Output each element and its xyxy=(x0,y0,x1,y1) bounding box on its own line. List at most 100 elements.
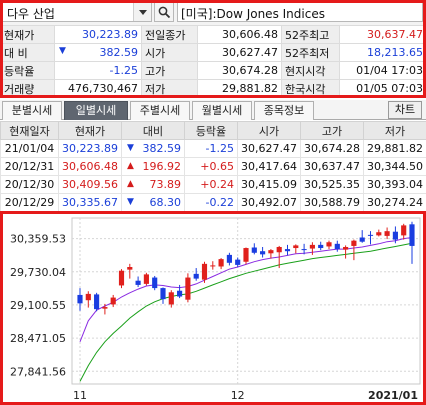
plot-area xyxy=(71,217,421,385)
candle-body xyxy=(193,273,199,279)
candle-body xyxy=(160,288,166,300)
quote-label: 전일종가 xyxy=(141,25,198,44)
candle-body xyxy=(409,224,415,246)
local-time: 01/04 17:03 xyxy=(339,61,426,80)
high-cell: 30,674.28 xyxy=(300,139,364,158)
chart-canvas: 30,359.53 29,730.04 29,100.55 28,471.05 27,8… xyxy=(10,217,421,402)
quote-row: 대 비 ▼ 382.59 시가 30,627.47 52주최저 18,213.6… xyxy=(0,43,426,62)
change-cell: ▼ 68.30 xyxy=(121,193,185,212)
candle-body xyxy=(77,294,83,304)
date-cell: 20/12/29 xyxy=(0,193,59,212)
candle-body xyxy=(135,280,141,285)
candle-body xyxy=(102,307,108,309)
tab-daily[interactable]: 일별시세 xyxy=(64,101,128,120)
column-header[interactable]: 시가 xyxy=(237,121,301,140)
search-button[interactable] xyxy=(154,2,174,22)
date-cell: 20/12/30 xyxy=(0,175,59,194)
table-header: 현재일자 현재가 대비 등락율 시가 고가 저가 xyxy=(0,121,426,140)
open-cell: 30,492.07 xyxy=(237,193,301,212)
quote-label: 등락율 xyxy=(0,61,55,80)
candle-body xyxy=(384,231,390,236)
tab-info[interactable]: 종목정보 xyxy=(254,101,314,120)
column-header[interactable]: 저가 xyxy=(363,121,426,140)
table-row[interactable]: 21/01/04 30,223.89 ▼ 382.59 -1.25 30,627.… xyxy=(0,139,426,158)
column-header[interactable]: 고가 xyxy=(300,121,364,140)
candle-body xyxy=(177,290,183,297)
moving-average-long xyxy=(79,242,413,382)
quote-row: 거래량 476,730,467 저가 29,881.82 한국시각 01/05 … xyxy=(0,79,426,98)
candle-body xyxy=(401,225,407,236)
chart-button[interactable]: 차트 xyxy=(388,101,422,119)
tab-minute[interactable]: 분별시세 xyxy=(2,101,62,120)
low-cell: 29,881.82 xyxy=(363,139,426,158)
candle-body xyxy=(94,294,100,310)
open-cell: 30,415.09 xyxy=(237,175,301,194)
y-tick-label: 30,359.53 xyxy=(10,233,66,246)
rate-cell: +0.65 xyxy=(184,157,238,176)
tab-weekly[interactable]: 주별시세 xyxy=(130,101,190,120)
low-price: 29,881.82 xyxy=(197,79,282,98)
quote-label: 52주최고 xyxy=(281,25,340,44)
change-cell: ▼ 382.59 xyxy=(121,139,185,158)
change-rate: -1.25 xyxy=(54,61,142,80)
candle-body xyxy=(326,242,332,247)
quote-row: 등락율 -1.25 고가 30,674.28 현지시각 01/04 17:03 xyxy=(0,61,426,80)
tab-monthly[interactable]: 월별시세 xyxy=(192,101,252,120)
current-price: 30,223.89 xyxy=(54,25,142,44)
candle-body xyxy=(351,240,357,246)
candle-body xyxy=(110,297,116,305)
candle-body xyxy=(185,277,191,300)
symbol-name-field[interactable]: [미국]:Dow Jones Indices xyxy=(177,2,423,22)
search-icon xyxy=(158,6,171,19)
candlestick-chart[interactable]: 30,359.53 29,730.04 29,100.55 28,471.05 27,8… xyxy=(0,212,426,405)
table-row[interactable]: 20/12/30 30,409.56 ▲ 73.89 +0.24 30,415.0… xyxy=(0,175,426,194)
change-amount: 382.59 xyxy=(142,142,182,155)
candle-body xyxy=(243,248,249,262)
candle-body xyxy=(301,249,307,251)
candle-body xyxy=(392,231,398,240)
candle-body xyxy=(127,267,133,270)
price-cell: 30,335.67 xyxy=(58,193,122,212)
y-tick-label: 29,730.04 xyxy=(10,266,66,279)
column-header[interactable]: 현재가 xyxy=(58,121,122,140)
change-amount: 196.92 xyxy=(142,160,182,173)
prev-close: 30,606.48 xyxy=(197,25,282,44)
table-row[interactable]: 20/12/29 30,335.67 ▼ 68.30 -0.22 30,492.0… xyxy=(0,193,426,212)
change-cell: ▲ 73.89 xyxy=(121,175,185,194)
column-header[interactable]: 현재일자 xyxy=(0,121,59,140)
quote-label: 대 비 xyxy=(0,43,55,62)
chevron-down-icon[interactable] xyxy=(133,3,151,21)
quote-label: 시가 xyxy=(141,43,198,62)
change-amount: 68.30 xyxy=(149,196,182,209)
table-row[interactable]: 20/12/31 30,606.48 ▲ 196.92 +0.65 30,417.… xyxy=(0,157,426,176)
quote-label: 거래량 xyxy=(0,79,55,98)
quote-label: 현지시각 xyxy=(281,61,340,80)
symbol-name: [미국]:Dow Jones Indices xyxy=(181,7,325,21)
high-price: 30,674.28 xyxy=(197,61,282,80)
candle-body xyxy=(376,232,382,236)
korea-time: 01/05 07:03 xyxy=(339,79,426,98)
quote-summary-table: 현재가 30,223.89 전일종가 30,606.48 52주최고 30,63… xyxy=(0,25,426,98)
high-cell: 30,588.79 xyxy=(300,193,364,212)
low-52w: 18,213.65 xyxy=(339,43,426,62)
column-header[interactable]: 대비 xyxy=(121,121,185,140)
x-tick-label: 11 xyxy=(73,389,87,402)
search-bar: 다우 산업 [미국]:Dow Jones Indices xyxy=(0,0,426,25)
candle-body xyxy=(118,270,125,286)
candle-body xyxy=(367,234,374,236)
daily-price-table: 현재일자 현재가 대비 등락율 시가 고가 저가 21/01/04 30,223… xyxy=(0,121,426,212)
down-arrow-icon: ▼ xyxy=(59,46,66,56)
change-cell: ▲ 196.92 xyxy=(121,157,185,176)
price-cell: 30,223.89 xyxy=(58,139,122,158)
date-cell: 20/12/31 xyxy=(0,157,59,176)
column-header[interactable]: 등락율 xyxy=(184,121,238,140)
candle-body xyxy=(218,259,224,267)
change-value: ▼ 382.59 xyxy=(54,43,142,62)
low-cell: 30,393.04 xyxy=(363,175,426,194)
y-tick-label: 27,841.56 xyxy=(10,365,66,378)
quote-label: 고가 xyxy=(141,61,198,80)
candle-body xyxy=(284,249,291,252)
candle-body xyxy=(359,237,365,242)
symbol-select[interactable]: 다우 산업 xyxy=(2,2,152,22)
x-tick-label: 12 xyxy=(231,389,245,402)
